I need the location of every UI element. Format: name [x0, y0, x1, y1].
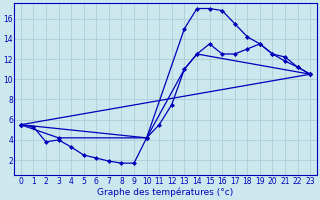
X-axis label: Graphe des températures (°c): Graphe des températures (°c): [97, 187, 234, 197]
